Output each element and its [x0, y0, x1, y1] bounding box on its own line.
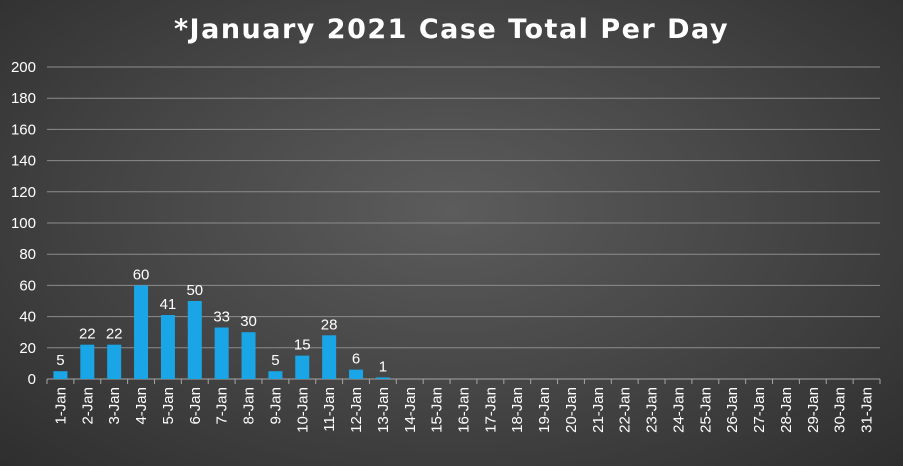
y-tick-label: 180: [11, 90, 36, 107]
y-tick-label: 40: [19, 309, 36, 326]
x-tick-label: 12-Jan: [348, 387, 365, 433]
x-tick-label: 14-Jan: [402, 387, 419, 433]
x-tick-label: 28-Jan: [778, 387, 795, 433]
bar: [375, 377, 390, 379]
x-tick-label: 31-Jan: [859, 387, 876, 433]
chart-title: *January 2021 Case Total Per Day: [173, 14, 730, 45]
x-tick-label: 25-Jan: [697, 387, 714, 433]
bar: [295, 355, 310, 379]
x-tick-label: 11-Jan: [321, 387, 338, 432]
data-label: 41: [160, 296, 177, 313]
x-tick-label: 10-Jan: [294, 387, 311, 433]
x-tick-label: 16-Jan: [456, 387, 473, 433]
x-tick-label: 27-Jan: [751, 387, 768, 433]
data-label: 22: [79, 326, 96, 343]
bar: [80, 344, 95, 379]
y-tick-label: 120: [11, 184, 36, 201]
data-label: 30: [240, 313, 257, 330]
x-tick-label: 5-Jan: [160, 387, 177, 425]
x-tick-label: 3-Jan: [106, 387, 123, 425]
x-tick-label: 1-Jan: [52, 387, 69, 425]
bar: [214, 327, 229, 379]
y-tick-label: 60: [19, 277, 36, 294]
x-tick-label: 9-Jan: [267, 387, 284, 425]
data-label: 28: [321, 316, 338, 333]
x-tick-label: 7-Jan: [214, 387, 231, 425]
x-tick-label: 29-Jan: [805, 387, 822, 433]
data-label: 60: [133, 266, 150, 283]
data-label: 5: [271, 352, 279, 369]
x-tick-label: 21-Jan: [590, 387, 607, 433]
bar: [322, 335, 337, 379]
y-tick-label: 160: [11, 121, 36, 138]
bar: [160, 315, 175, 379]
x-tick-label: 8-Jan: [241, 387, 258, 425]
bar: [187, 301, 202, 379]
y-tick-label: 80: [19, 246, 36, 263]
x-tick-label: 26-Jan: [724, 387, 741, 433]
data-label: 1: [379, 358, 387, 375]
bar: [134, 285, 149, 379]
data-label: 50: [186, 282, 203, 299]
bar: [107, 344, 122, 379]
y-tick-label: 20: [19, 340, 36, 357]
x-tick-label: 6-Jan: [187, 387, 204, 425]
data-label: 22: [106, 326, 123, 343]
x-tick-label: 4-Jan: [133, 387, 150, 425]
bar: [268, 371, 283, 379]
y-tick-label: 100: [11, 215, 36, 232]
x-tick-label: 24-Jan: [670, 387, 687, 433]
y-tick-label: 200: [11, 59, 36, 76]
x-tick-label: 18-Jan: [509, 387, 526, 433]
data-label: 6: [352, 351, 360, 368]
bar: [53, 371, 68, 379]
x-tick-label: 2-Jan: [79, 387, 96, 425]
x-tick-label: 30-Jan: [832, 387, 849, 433]
y-tick-label: 140: [11, 153, 36, 170]
x-tick-label: 15-Jan: [429, 387, 446, 433]
data-label: 15: [294, 337, 311, 354]
bar: [241, 332, 256, 379]
x-tick-label: 23-Jan: [644, 387, 661, 433]
x-tick-label: 19-Jan: [536, 387, 553, 433]
data-label: 5: [56, 352, 64, 369]
x-tick-label: 17-Jan: [482, 387, 499, 433]
x-tick-label: 22-Jan: [617, 387, 634, 433]
x-tick-label: 20-Jan: [563, 387, 580, 433]
bar: [349, 369, 364, 379]
data-label: 33: [213, 309, 230, 326]
x-tick-label: 13-Jan: [375, 387, 392, 433]
y-tick-label: 0: [28, 371, 36, 388]
